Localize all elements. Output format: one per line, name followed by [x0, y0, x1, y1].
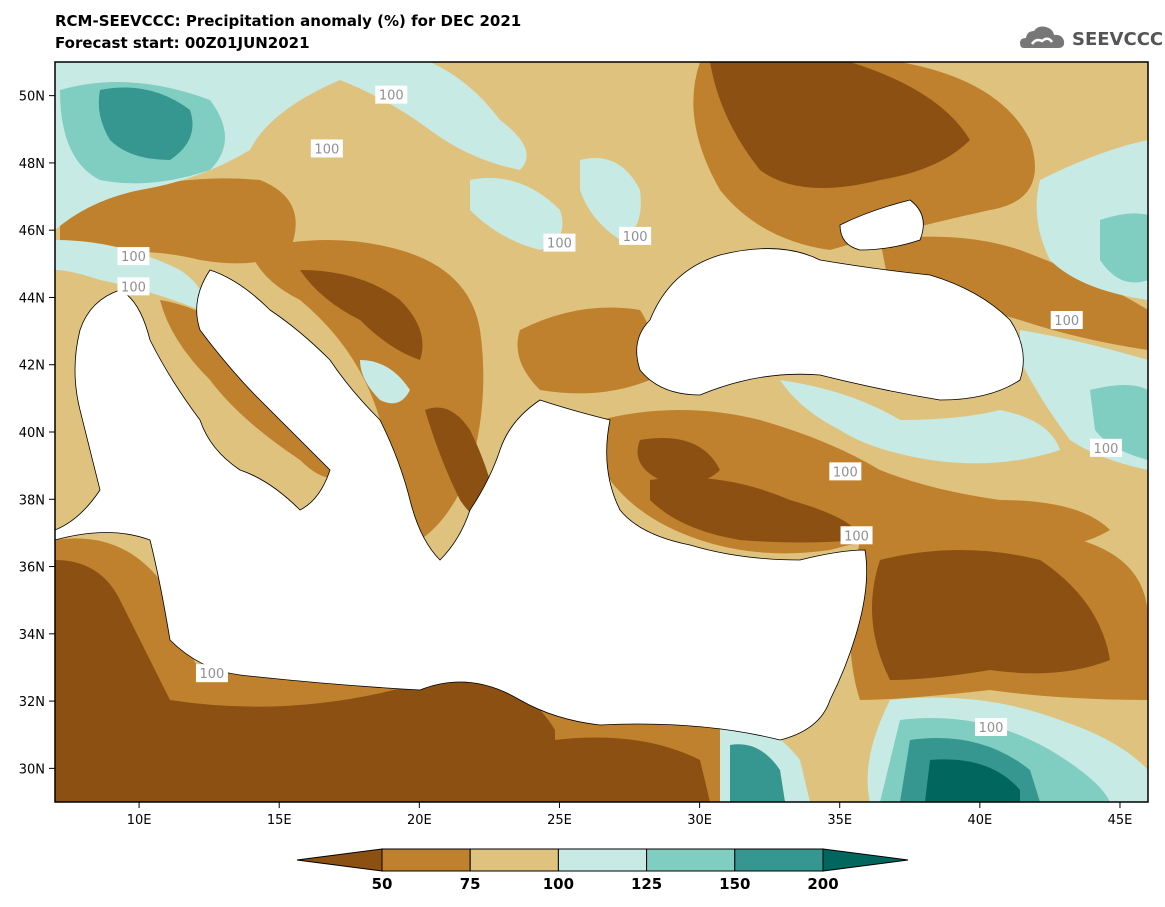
- axis-ticks: 10E 15E 20E 25E 30E 35E 40E 45E 50N 48N 46N 44N 42N 4…: [19, 90, 1133, 828]
- anomaly-core-anatolia-south: [650, 477, 860, 543]
- wet-region-hungary: [470, 178, 563, 250]
- y-tick-label: 40N: [19, 426, 45, 441]
- y-tick-label: 42N: [19, 359, 45, 374]
- x-tick-label: 40E: [967, 813, 992, 828]
- contour-label: 100: [833, 465, 858, 480]
- colorbar-label: 100: [543, 875, 574, 893]
- y-tick-label: 50N: [19, 90, 45, 105]
- sea-mediterranean: [55, 269, 868, 741]
- x-tick-label: 25E: [547, 813, 572, 828]
- anomaly-core-egypt: [555, 737, 710, 802]
- wet-region-very-strong-red-sea: [730, 744, 785, 802]
- y-tick-label: 36N: [19, 561, 45, 576]
- wet-region-strong-caspian: [1100, 213, 1148, 283]
- y-tick-label: 46N: [19, 224, 45, 239]
- contour-label: 100: [979, 721, 1004, 736]
- contour-label-bg: [840, 526, 873, 545]
- contour-label: 100: [121, 280, 146, 295]
- forecast-start-subtitle: Forecast start: 00Z01JUN2021: [55, 34, 310, 52]
- logo-text: SEEVCCC: [1072, 29, 1164, 50]
- seevccc-logo: SEEVCCC: [1018, 22, 1163, 56]
- colorbar-segment: [557, 848, 648, 872]
- contour-label-bg: [619, 226, 652, 245]
- anomaly-region-alps: [60, 178, 296, 270]
- y-tick-label: 32N: [19, 695, 45, 710]
- anomaly-core-anatolia: [637, 438, 720, 484]
- contour-label-bg: [829, 462, 862, 481]
- contour-labels: 100 100 100 100 100 100 100 100 100 100 100 100: [117, 85, 1122, 736]
- colorbar-segment: [646, 848, 736, 872]
- contour-label: 100: [547, 237, 572, 252]
- wet-region-black-sea-south: [780, 380, 1060, 464]
- wet-region-adriatic: [360, 360, 410, 404]
- x-tick-label: 20E: [407, 813, 432, 828]
- colorbar-label: 50: [372, 875, 393, 893]
- contour-label-bg: [543, 233, 576, 252]
- wet-region-very-strong-germany: [98, 87, 193, 160]
- map-title: RCM-SEEVCCC: Precipitation anomaly (%) f…: [55, 12, 522, 30]
- colorbar-label: 150: [719, 875, 750, 893]
- contour-label: 100: [121, 250, 146, 265]
- anomaly-region-romania-bulgaria: [517, 307, 654, 394]
- wet-region-ligurian: [55, 240, 203, 310]
- y-tick-label: 48N: [19, 157, 45, 172]
- contour-label: 100: [623, 230, 648, 245]
- contour-label-bg: [975, 718, 1008, 736]
- x-tick-label: 30E: [687, 813, 712, 828]
- colorbar: 50 75 100 125 150 200: [296, 848, 909, 893]
- contour-label: 100: [314, 142, 339, 157]
- colorbar-label: 75: [460, 875, 481, 893]
- y-tick-label: 34N: [19, 628, 45, 643]
- colorbar-segment: [381, 848, 471, 872]
- contour-label: 100: [200, 667, 225, 682]
- contour-label-bg: [1050, 311, 1083, 329]
- anomaly-core-syria-iraq: [872, 550, 1110, 680]
- wet-region-strong-caucasus: [1090, 385, 1148, 460]
- colorbar-segment: [734, 848, 824, 872]
- x-tick-label: 45E: [1108, 813, 1133, 828]
- colorbar-label: 125: [631, 875, 662, 893]
- map-field: [55, 62, 1148, 802]
- contour-label-bg: [310, 139, 343, 158]
- anomaly-core-balkans: [300, 270, 423, 360]
- contour-label: 100: [1054, 314, 1079, 329]
- colorbar-label: 200: [807, 875, 838, 893]
- x-tick-label: 15E: [267, 813, 292, 828]
- contour-label: 100: [379, 89, 404, 104]
- anomaly-core-libya: [55, 560, 555, 802]
- sea-black: [636, 248, 1024, 401]
- anomaly-region-balkans: [250, 240, 484, 540]
- colorbar-segment: [296, 848, 383, 872]
- x-tick-label: 10E: [127, 813, 152, 828]
- wet-region-moldova: [580, 158, 641, 240]
- colorbar-segment: [822, 848, 909, 872]
- cloud-icon: [1020, 26, 1065, 48]
- contour-label-bg: [117, 277, 150, 296]
- contour-label: 100: [1094, 442, 1119, 457]
- contour-label-bg: [375, 85, 408, 104]
- contour-label: 100: [844, 529, 869, 544]
- sea-azov: [839, 199, 924, 251]
- colorbar-segment: [469, 848, 559, 872]
- contour-label-bg: [195, 664, 228, 683]
- y-tick-label: 30N: [19, 762, 45, 777]
- wet-region-extreme-arabia: [925, 759, 1020, 802]
- anomaly-core-ukraine: [710, 62, 970, 188]
- y-tick-label: 44N: [19, 291, 45, 306]
- y-tick-label: 38N: [19, 493, 45, 508]
- contour-label-bg: [117, 247, 150, 266]
- x-tick-label: 35E: [827, 813, 852, 828]
- contour-label-bg: [1089, 438, 1122, 457]
